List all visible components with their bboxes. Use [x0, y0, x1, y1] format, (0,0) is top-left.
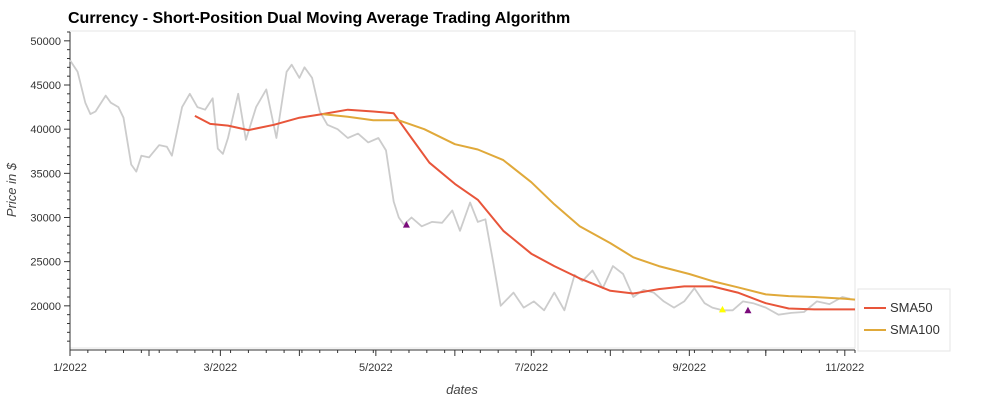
price-line — [69, 59, 851, 316]
y-tick-label: 30000 — [30, 213, 61, 225]
y-tick-label: 35000 — [30, 168, 61, 180]
legend: SMA50 SMA100 — [857, 288, 951, 352]
series-line-sma50 — [194, 108, 855, 311]
legend-label-sma50: SMA50 — [890, 300, 933, 315]
x-tick-label: 1/2022 — [53, 362, 87, 374]
x-axis-label: dates — [446, 382, 478, 397]
x-tick-label: 11/2022 — [825, 362, 864, 374]
series-layer — [69, 59, 856, 316]
sell-marker — [718, 305, 726, 313]
y-tick-label: 45000 — [30, 80, 61, 92]
y-tick-label: 25000 — [30, 257, 61, 269]
chart-title: Currency - Short-Position Dual Moving Av… — [68, 10, 570, 27]
buy-marker — [402, 221, 410, 228]
x-tick-label: 3/2022 — [204, 362, 238, 374]
x-tick-label: 7/2022 — [514, 362, 548, 374]
legend-label-sma100: SMA100 — [890, 322, 940, 337]
y-axis: 20000 25000 30000 35000 40000 45000 50000 — [30, 31, 70, 342]
y-tick-label: 20000 — [30, 301, 61, 313]
series-line-sma100 — [322, 113, 856, 301]
legend-box — [857, 288, 951, 352]
buy-marker — [744, 306, 752, 314]
x-tick-label: 5/2022 — [359, 362, 393, 374]
y-tick-label: 50000 — [30, 36, 61, 48]
marker-layer — [402, 221, 752, 314]
x-axis: 1/2022 3/2022 5/2022 7/2022 9/2022 11/2022 — [53, 350, 864, 374]
x-tick-label: 9/2022 — [673, 362, 707, 374]
y-axis-label: Price in $ — [4, 162, 19, 217]
y-tick-label: 40000 — [30, 124, 61, 136]
